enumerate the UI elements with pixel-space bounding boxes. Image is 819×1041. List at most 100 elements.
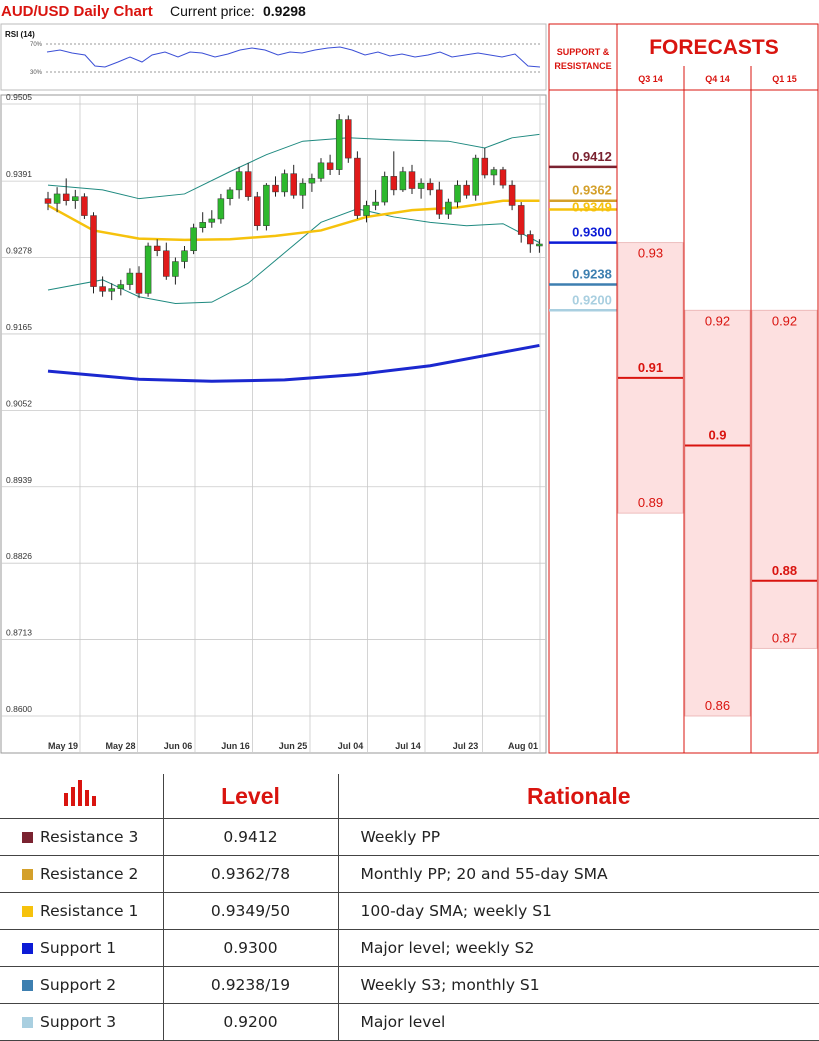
- forecast-mid-label: 0.9: [708, 428, 726, 443]
- candle-body: [536, 243, 543, 247]
- candle-body: [490, 169, 498, 176]
- bar-chart-icon: [0, 774, 163, 819]
- candle-body: [254, 196, 261, 226]
- support3-swatch: [22, 1017, 33, 1028]
- x-tick-label: Jul 04: [338, 741, 364, 751]
- candle-body: [144, 245, 152, 294]
- candle-body: [281, 173, 288, 193]
- candle-body: [163, 250, 170, 277]
- table-row: Support 3 0.9200 Major level: [0, 1003, 819, 1041]
- chart-title: AUD/USD Daily Chart: [1, 3, 153, 20]
- forecast-high-label: 0.92: [705, 313, 730, 328]
- y-tick-label: 0.8826: [6, 551, 32, 561]
- rsi-upper-label: 70%: [30, 42, 43, 48]
- rsi-panel: [0, 23, 547, 91]
- forecast-high-label: 0.92: [772, 313, 797, 328]
- sr-level-label: 0.9412: [572, 149, 612, 164]
- candle-body: [308, 178, 316, 184]
- row-level: 0.9200: [162, 1003, 339, 1041]
- candle-body: [181, 250, 188, 262]
- candle-body: [326, 162, 334, 170]
- candle-body: [235, 171, 243, 191]
- y-tick-label: 0.8713: [6, 628, 32, 638]
- candle-body: [244, 171, 252, 197]
- table-row: Resistance 1 0.9349/50 100-day SMA; week…: [0, 892, 819, 930]
- row-rationale: Weekly S3; monthly S1: [338, 966, 819, 1004]
- sr-panel: [548, 23, 618, 754]
- sr-level-label: 0.9349: [572, 199, 612, 214]
- row-level: 0.9362/78: [162, 855, 339, 893]
- candle-body: [81, 196, 88, 216]
- row-rationale: Weekly PP: [338, 818, 819, 856]
- candle-body: [62, 193, 70, 201]
- forecast-low-label: 0.89: [638, 495, 663, 510]
- resistance2-swatch: [22, 869, 33, 880]
- row-rationale: Major level: [338, 1003, 819, 1041]
- candle-body: [226, 189, 234, 199]
- y-tick-label: 0.8939: [6, 475, 32, 485]
- candle-body: [463, 184, 470, 196]
- current-price-label: Current price:: [170, 3, 255, 19]
- table-row: Resistance 3 0.9412 Weekly PP: [0, 818, 819, 856]
- levels-table: Level Rationale Resistance 3 0.9412 Week…: [0, 774, 819, 1041]
- candle-body: [508, 184, 516, 206]
- row-level: 0.9300: [162, 929, 339, 967]
- candle-body: [426, 182, 434, 191]
- row-rationale: Monthly PP; 20 and 55-day SMA: [338, 855, 819, 893]
- row-level: 0.9238/19: [162, 966, 339, 1004]
- x-tick-label: May 28: [105, 741, 135, 751]
- sr-level-label: 0.9300: [572, 225, 612, 240]
- candle-body: [527, 234, 534, 245]
- y-tick-label: 0.9278: [6, 246, 32, 256]
- candle-body: [408, 171, 416, 189]
- level-header: Level: [162, 774, 339, 819]
- candle-body: [72, 196, 79, 201]
- forecast-column-label: Q4 14: [705, 74, 730, 84]
- x-tick-label: May 19: [48, 741, 78, 751]
- rsi-label: RSI (14): [5, 30, 35, 39]
- candle-body: [499, 169, 507, 186]
- candle-body: [272, 184, 279, 193]
- candle-body: [299, 182, 307, 196]
- support2-swatch: [22, 980, 33, 991]
- forecast-column-label: Q1 15: [772, 74, 797, 84]
- x-tick-label: Jun 25: [279, 741, 308, 751]
- sma-line: [47, 199, 540, 242]
- forecast-low-label: 0.87: [772, 630, 797, 645]
- sr-title-2: RESISTANCE: [554, 61, 611, 71]
- row-name: Resistance 3: [40, 828, 139, 846]
- rsi-lower-label: 30%: [30, 70, 43, 76]
- y-tick-label: 0.9165: [6, 322, 32, 332]
- row-level: 0.9349/50: [162, 892, 339, 930]
- candle-body: [199, 222, 206, 229]
- forecast-mid-label: 0.91: [638, 360, 663, 375]
- sr-title: SUPPORT &: [557, 47, 610, 57]
- sr-level-label: 0.9362: [572, 183, 612, 198]
- x-tick-label: Jul 23: [453, 741, 479, 751]
- sr-level-label: 0.9200: [572, 292, 612, 307]
- row-name: Resistance 2: [40, 865, 139, 883]
- candle-body: [372, 201, 379, 206]
- x-tick-label: Jul 14: [395, 741, 421, 751]
- candle-body: [445, 201, 452, 215]
- sma100-line: [47, 343, 540, 383]
- bollinger-lower-line: [47, 208, 540, 304]
- row-name: Support 1: [40, 939, 117, 957]
- forecast-title: FORECASTS: [649, 36, 779, 59]
- candle-body: [53, 193, 61, 204]
- candle-body: [217, 198, 225, 220]
- candle-body: [126, 272, 134, 285]
- levels-table-header: Level Rationale: [0, 774, 819, 819]
- forecast-mid-label: 0.88: [772, 563, 797, 578]
- candle-body: [208, 218, 216, 223]
- forecast-range-band: [751, 309, 818, 649]
- row-name: Support 2: [40, 976, 117, 994]
- row-rationale: Major level; weekly S2: [338, 929, 819, 967]
- candle-body: [117, 284, 125, 289]
- table-row: Resistance 2 0.9362/78 Monthly PP; 20 an…: [0, 855, 819, 893]
- candle-body: [290, 173, 297, 196]
- candle-body: [454, 184, 461, 203]
- x-tick-label: Aug 01: [508, 741, 538, 751]
- candle-body: [172, 261, 179, 277]
- candle-body: [436, 189, 443, 215]
